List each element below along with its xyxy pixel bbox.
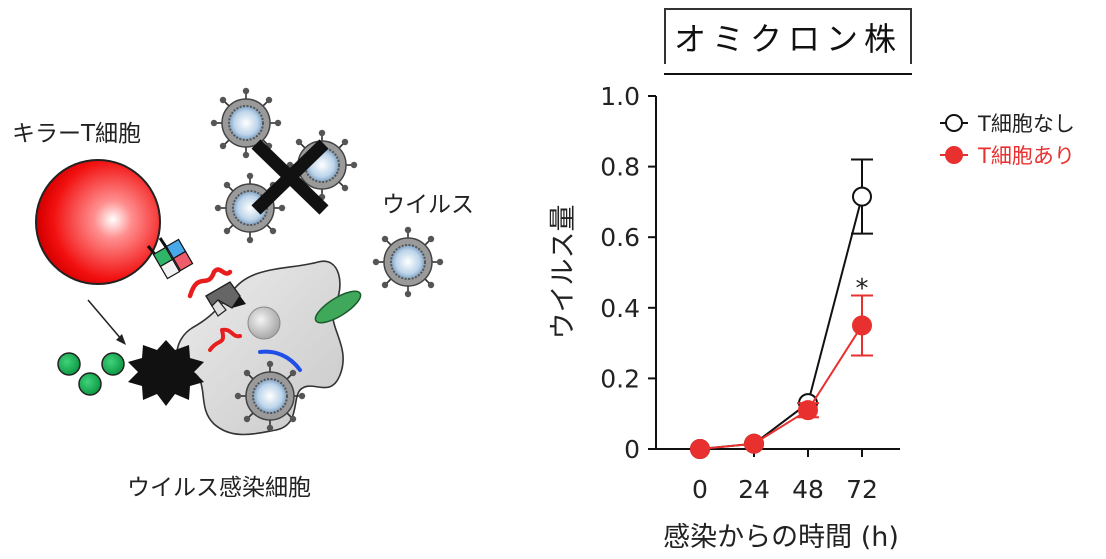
immune-diagram [35,86,445,436]
presented-peptide [187,267,233,299]
series-line [699,196,863,450]
virus-label: ウイルス [382,192,474,218]
granule [78,372,102,396]
chart-title: オミクロン株 [664,8,912,64]
x-tick-label: 72 [846,475,878,504]
data-point [690,439,710,459]
y-tick-label: 1.0 [600,82,640,111]
x-tick-label: 0 [692,475,708,504]
granule [57,352,81,376]
x-tick-label: 24 [738,475,770,504]
y-tick-label: 0.2 [600,364,640,393]
peptide [208,327,242,352]
data-point [852,315,872,336]
x-tick-label: 48 [792,475,824,504]
series-2 [690,294,873,459]
x-axis-label: 感染からの時間 (h) [663,522,899,553]
legend-marker [945,114,963,132]
y-tick-label: 0.6 [600,223,640,252]
y-tick-label: 0.4 [600,294,640,323]
data-point [798,400,818,421]
t-cell-receptor [146,237,194,280]
y-tick-label: 0 [624,435,640,464]
dead-cell-icon [128,340,204,406]
mhc-molecule [205,281,246,317]
granule [101,352,125,376]
cross-icon [251,139,329,215]
arrow-icon [87,299,126,345]
legend-marker [945,146,963,164]
killer-t-cell [35,159,161,285]
significance-mark: * [856,274,869,304]
series-line [699,324,863,450]
series-1 [690,158,873,459]
infected-cell-label: ウイルス感染細胞 [127,475,311,501]
legend-label: T細胞あり [977,144,1075,168]
viral-rna [258,349,302,372]
title-underline [664,73,912,75]
legend-item-1: T細胞なし [940,112,1075,136]
legend-label: T細胞なし [977,112,1075,136]
killer-t-cell-label: キラーT細胞 [12,121,142,147]
data-point [744,433,764,454]
green-receptor [314,290,362,324]
data-point [852,186,872,207]
nucleus [247,306,281,340]
legend-item-2: T細胞あり [940,144,1075,168]
y-tick-label: 0.8 [600,153,640,182]
y-axis-label: ウイルス量 [548,205,579,340]
